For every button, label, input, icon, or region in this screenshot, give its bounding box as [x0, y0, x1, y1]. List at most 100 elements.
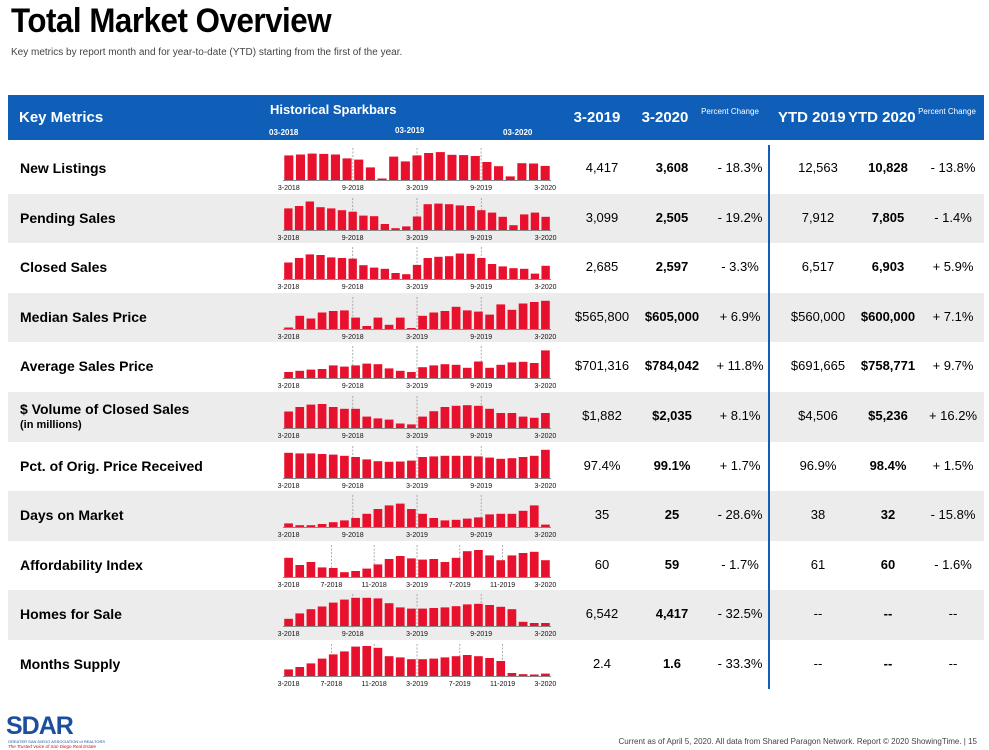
sparkbar-bar	[295, 564, 305, 577]
sparkbar-chart: 3-2018 9-2018 3-2019 9-2019 3-2020	[278, 148, 556, 192]
sparkbar-bar	[294, 258, 304, 280]
sparkbar-bar	[418, 513, 427, 528]
sparkbar-bar	[373, 364, 383, 379]
value-ytd2020: 10,828	[868, 160, 908, 175]
sparkbar-bar	[284, 327, 293, 329]
sparkbar-bar	[466, 253, 475, 280]
sparkbar-bar	[451, 519, 461, 528]
column-divider	[768, 145, 770, 689]
sparkbar-bar	[509, 224, 518, 230]
sparkbar-tick-label: 3-2020	[535, 235, 557, 242]
value-ytdpct: --	[948, 656, 958, 671]
sparkbar-bar	[317, 658, 327, 676]
sparkbar-tick-label: 9-2018	[342, 383, 364, 390]
value-v2019: 6,542	[585, 606, 619, 622]
sparkbar-tick-label: 3-2020	[535, 284, 557, 291]
sparkbar-tick-label: 3-2018	[278, 334, 300, 341]
sparkbar-bar	[284, 411, 293, 428]
value-ytd2020: 6,903	[871, 259, 905, 275]
value-v2020: $784,042	[644, 358, 700, 374]
sparkbar-bar	[462, 518, 472, 528]
sparkbar-bar	[517, 163, 527, 180]
sparkbar-bar	[407, 372, 416, 379]
sparkbar-bar	[451, 365, 461, 379]
value-ytdpct: - 13.8%	[930, 160, 976, 175]
sparkbar-bar	[485, 314, 494, 329]
sparkbar-bar	[340, 520, 349, 528]
sparkbar-bar	[462, 655, 472, 676]
sparkbar-bar	[507, 413, 517, 428]
header-sparkbars: Historical Sparkbars	[270, 102, 397, 117]
value-ytd2019: --	[813, 656, 823, 671]
sparkbar-bar	[389, 156, 399, 180]
sparkbar-bar	[337, 209, 347, 230]
sparkbar-bar	[407, 558, 416, 577]
value-ytdpct: - 1.4%	[934, 209, 972, 225]
sparkbar-bar	[328, 407, 338, 428]
sparkbar-bar	[485, 555, 494, 577]
sparkbar-bar	[412, 265, 422, 280]
sparkbar-bar	[402, 274, 411, 280]
table-row: New Listings 3-2018 9-2018 3-2019 9-2019 3-20…	[8, 144, 984, 194]
sparkbar-bar	[373, 564, 383, 577]
sparkbar-bar	[362, 513, 372, 528]
sparkbar-bar	[328, 602, 338, 627]
sparkbar-tick-label: 3-2019	[406, 185, 428, 192]
sparkbar-tick-label: 3-2018	[277, 284, 299, 291]
header-percent-change: Percent Change	[701, 107, 759, 116]
sparkbar-bar	[306, 404, 316, 428]
value-ytdpct: + 16.2%	[928, 408, 978, 423]
sparkbar-bar	[451, 306, 461, 329]
sparkbar-bar	[328, 365, 338, 379]
sparkbar-chart: 3-2018 9-2018 3-2019 9-2019 3-2020	[278, 495, 556, 539]
sparkbar-bar	[474, 361, 483, 379]
sparkbar-bar	[518, 510, 528, 528]
value-ytd2020: --	[883, 656, 893, 671]
sparkbar-tick-label: 3-2019	[406, 433, 428, 440]
sparkbar-bar	[485, 658, 494, 676]
sparkbar-bar	[395, 607, 405, 627]
value-v2019: $1,882	[582, 408, 622, 423]
sparkbar-bar	[485, 368, 494, 379]
sparkbar-chart: 3-2018 9-2018 3-2019 9-2019 3-2020	[278, 296, 556, 341]
sparkbar-bar	[348, 258, 357, 280]
sparkbar-bar	[451, 455, 461, 478]
sparkbar-bar	[459, 155, 469, 180]
sparkbar-bar	[507, 362, 517, 379]
table-header: Key Metrics Historical Sparkbars 03-2018…	[8, 95, 984, 140]
value-v2019: 60	[594, 556, 610, 572]
sparkbar-bar	[359, 215, 368, 230]
value-ytd2020: 7,805	[871, 209, 905, 225]
value-ytd2020: 32	[880, 507, 896, 523]
header-col-2020: 3-2020	[641, 109, 689, 126]
sparkbar-bar	[284, 262, 293, 280]
sparkbar-tick-label: 7-2018	[320, 681, 342, 688]
sparkbar-bar	[384, 505, 394, 528]
sparkbar-bar	[284, 452, 293, 478]
value-v2019: $701,316	[574, 358, 630, 374]
sparkbar-bar	[528, 163, 539, 180]
sparkbar-bar	[306, 561, 316, 577]
sparkbar-bar	[305, 201, 314, 230]
value-v2019: 35	[594, 507, 610, 523]
sparkbar-bar	[395, 317, 405, 329]
sparkbar-bar	[451, 557, 461, 577]
value-pct: - 32.5%	[717, 606, 763, 622]
sparkbar-bar	[395, 371, 405, 379]
sparkbar-bar	[429, 558, 439, 577]
sparkbar-bar	[485, 514, 494, 528]
sparkbar-tick-label: 9-2019	[470, 483, 492, 490]
sparkbar-bar	[418, 416, 427, 428]
sparkbar-tick-label: 3-2018	[278, 433, 300, 440]
sparkbar-bar	[340, 310, 349, 329]
table-row: Pending Sales 3-2018 9-2018 3-2019 9-2019 3-2…	[8, 193, 984, 244]
metric-label: Months Supply	[20, 656, 121, 672]
sparkbar-bar	[529, 301, 539, 329]
sparkbar-bar	[518, 416, 528, 428]
sparkbar-bar	[407, 460, 416, 478]
sparkbar-bar	[402, 225, 411, 230]
sparkbar-bar	[407, 608, 416, 627]
sparkbar-bar	[541, 449, 550, 478]
sparkbar-bar	[351, 598, 360, 627]
sparkbar-bar	[541, 300, 550, 329]
